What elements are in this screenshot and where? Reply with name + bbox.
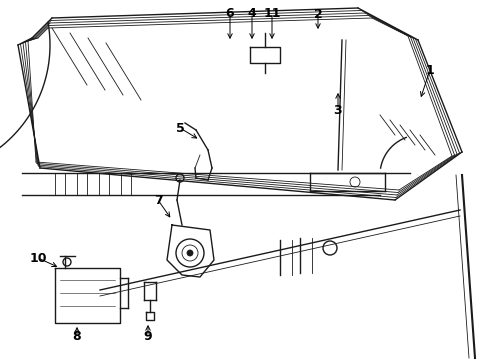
Text: 4: 4	[247, 6, 256, 19]
Circle shape	[187, 250, 193, 256]
Text: 6: 6	[226, 6, 234, 19]
Text: 9: 9	[144, 330, 152, 343]
Text: 10: 10	[29, 252, 47, 265]
Text: 8: 8	[73, 330, 81, 343]
Text: 11: 11	[263, 6, 281, 19]
Text: 2: 2	[314, 8, 322, 21]
Text: 7: 7	[154, 194, 162, 207]
Text: 3: 3	[334, 104, 343, 117]
Text: 1: 1	[426, 63, 434, 77]
Text: 5: 5	[175, 122, 184, 135]
